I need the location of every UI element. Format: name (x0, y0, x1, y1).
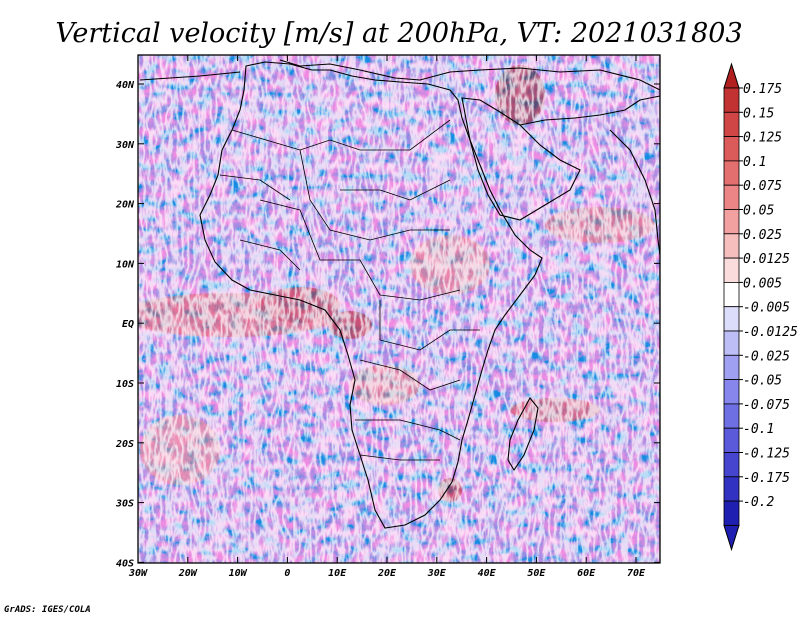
colorbar-label: 0.175 (743, 82, 782, 97)
colorbar-label: 0.0125 (743, 252, 790, 267)
lat-label: 40N (116, 80, 135, 91)
colorbar-segment (723, 111, 740, 138)
colorbar-segment (723, 452, 740, 478)
colorbar-segment (723, 136, 740, 162)
lat-label: EQ (122, 319, 134, 330)
lon-label: 30W (128, 568, 148, 579)
lon-label: 20W (178, 568, 198, 579)
lon-label: 10W (229, 568, 248, 579)
colorbar-label: -0.175 (743, 471, 790, 486)
arrow-down-icon (723, 524, 740, 552)
colorbar-label: -0.075 (743, 398, 790, 413)
colorbar-label: 0.005 (743, 276, 782, 291)
map-title: Vertical velocity [m/s] at 200hPa, VT: 2… (55, 18, 742, 49)
lat-label: 30S (115, 499, 134, 510)
grads-credit: GrADS: IGES/COLA (4, 605, 91, 615)
lat-label: 30N (115, 140, 135, 151)
colorbar-label: -0.1 (743, 422, 774, 437)
coastlines (139, 59, 660, 529)
colorbar-label: -0.05 (743, 374, 782, 389)
colorbar-segment (723, 427, 740, 453)
colorbar-segment (723, 476, 740, 502)
colorbar-label: 0.1 (743, 155, 766, 170)
lat-label: 20S (115, 439, 134, 450)
colorbar-label: 0.15 (743, 106, 774, 121)
colorbar-label: -0.005 (743, 301, 790, 316)
colorbar-segment (723, 233, 740, 259)
lat-label: 20N (115, 200, 135, 211)
map-frame (137, 54, 661, 564)
colorbar-label: -0.025 (743, 349, 790, 364)
colorbar-segment (723, 209, 740, 235)
lon-label: 60E (577, 568, 596, 579)
lon-label: 30E (427, 568, 447, 579)
lat-label: 40S (116, 558, 134, 569)
colorbar-label: -0.2 (743, 495, 774, 510)
lon-label: 10E (328, 568, 347, 579)
colorbar-label: -0.0125 (743, 325, 798, 340)
colorbar-segment (723, 160, 740, 186)
lon-label: 40E (478, 568, 497, 579)
colorbar-segment (723, 500, 740, 526)
latitude-axis: 40N 30N 20N 10N EQ 10S 20S 30S 40S (115, 80, 660, 569)
lat-label: 10S (116, 379, 134, 390)
colorbar-segment (723, 257, 740, 283)
colorbar: 0.175 0.15 0.125 0.1 0.075 0.05 0.025 0.0125 0.0… (723, 62, 798, 552)
colorbar-segment (723, 184, 740, 210)
lon-label: 0 (284, 568, 290, 579)
colorbar-segment (723, 354, 740, 380)
colorbar-label: 0.05 (743, 204, 774, 219)
colorbar-segment (723, 87, 740, 113)
colorbar-label: 0.125 (743, 131, 782, 146)
colorbar-segment (723, 306, 740, 332)
velocity-field (138, 55, 660, 563)
lon-label: 20E (377, 568, 397, 579)
colorbar-label: 0.025 (743, 228, 782, 243)
colorbar-segment (723, 330, 740, 356)
colorbar-segment (723, 403, 740, 429)
lat-label: 10N (116, 259, 135, 270)
colorbar-label: -0.125 (743, 447, 790, 462)
arrow-up-icon (723, 62, 740, 89)
lon-label: 50E (527, 568, 546, 579)
colorbar-segment (723, 379, 740, 405)
lon-label: 70E (627, 568, 646, 579)
colorbar-label: 0.075 (743, 179, 782, 194)
colorbar-segment (723, 281, 740, 308)
longitude-axis: 30W 20W 10W 0 10E 20E 30E 40E 50E 60E 70E (128, 55, 646, 579)
